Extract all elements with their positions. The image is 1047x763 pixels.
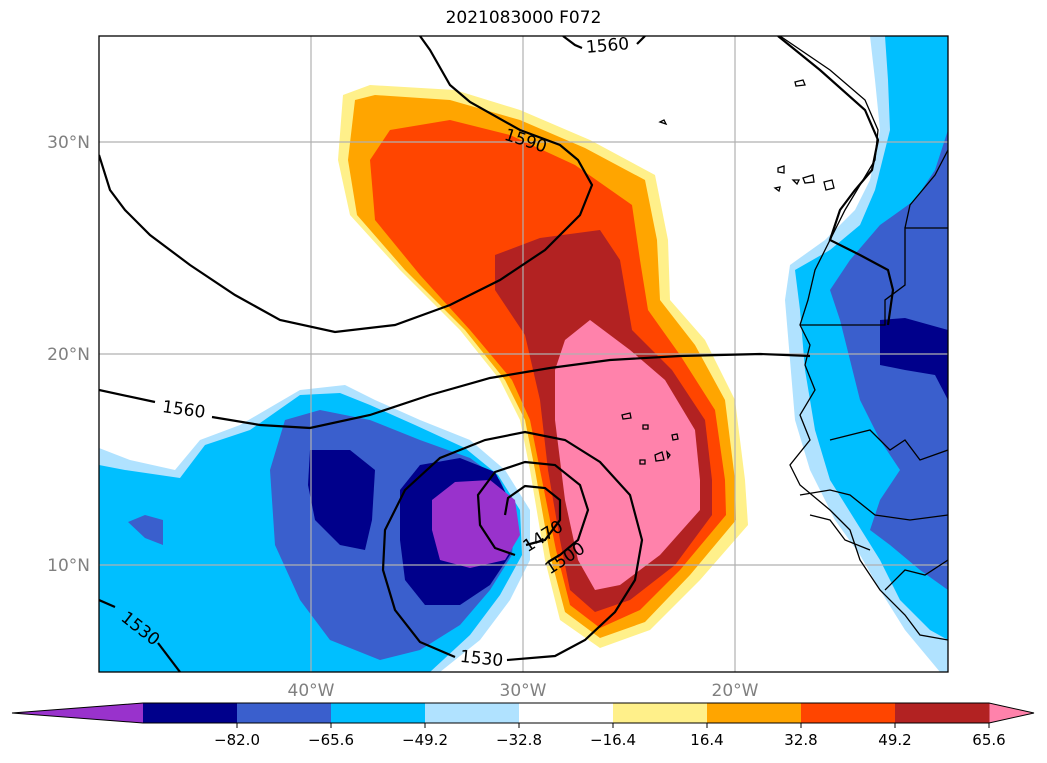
- colorbar-tick-label: −16.4: [590, 731, 636, 749]
- contour-1470-ring: [503, 484, 562, 547]
- lat-label-20n: 20°N: [47, 345, 90, 365]
- contour-1560-north: [562, 36, 583, 50]
- anomaly-negative-east-4: [880, 318, 948, 400]
- contour-1560-mid-b: [211, 352, 811, 430]
- colorbar-tick-label: 49.2: [878, 731, 911, 749]
- colorbar-segment: [143, 703, 238, 723]
- contour-1530-ring: [381, 430, 644, 662]
- contour-1530-sw-b: [157, 642, 181, 672]
- contour-1560-north-b: [636, 36, 646, 45]
- contour-1560-east: [777, 36, 895, 326]
- anomaly-positive-5: [555, 320, 700, 590]
- contour-1500-ring: [476, 460, 590, 563]
- colorbar-extend-high: [989, 703, 1034, 723]
- lon-label-20w: 20°W: [712, 681, 759, 701]
- colorbar-tick-label: −32.8: [496, 731, 542, 749]
- lat-labels: 30°N 20°N 10°N: [47, 133, 90, 576]
- colorbar-segment: [519, 703, 614, 723]
- lon-label-40w: 40°W: [288, 681, 335, 701]
- colorbar-tick-label: 65.6: [972, 731, 1005, 749]
- anomaly-negative-7: [432, 480, 520, 568]
- colorbar-tick-label: −49.2: [402, 731, 448, 749]
- colorbar-segment: [425, 703, 520, 723]
- colorbar-tick-label: −65.6: [308, 731, 354, 749]
- colorbar-tick-label: 16.4: [690, 731, 723, 749]
- lat-label-30n: 30°N: [47, 133, 90, 153]
- contour-label-1560-top: 1560: [585, 34, 630, 58]
- contour-1560-mid: [99, 388, 156, 404]
- plot-frame: [98, 35, 949, 673]
- colorbar-extend-low: [12, 703, 143, 723]
- colorbar-segment: [895, 703, 990, 723]
- height-contours: [99, 36, 895, 672]
- colorbar-tick-label: −82.0: [214, 731, 260, 749]
- colorbar-segment: [613, 703, 708, 723]
- colorbar-tick-label: 32.8: [784, 731, 817, 749]
- colorbar-segment: [237, 703, 332, 723]
- colorbar-segment: [707, 703, 802, 723]
- contour-1530-sw: [99, 598, 116, 609]
- anomaly-negative-4: [128, 515, 163, 545]
- colorbar-segment: [331, 703, 426, 723]
- contour-1590-west: [99, 36, 594, 334]
- colorbar: −82.0 −65.6 −49.2 −32.8 −16.4 16.4 32.8 49.2 65.…: [11, 702, 1035, 749]
- colorbar-segment: [801, 703, 896, 723]
- lat-label-10n: 10°N: [47, 556, 90, 576]
- map-title: 2021083000 F072: [445, 8, 602, 28]
- lon-labels: 40°W 30°W 20°W: [288, 681, 759, 701]
- colorbar-outline: [11, 702, 1035, 724]
- contour-label-1530-bottom: 1530: [459, 647, 504, 671]
- anomaly-negative-5: [308, 450, 375, 550]
- lon-label-30w: 30°W: [500, 681, 547, 701]
